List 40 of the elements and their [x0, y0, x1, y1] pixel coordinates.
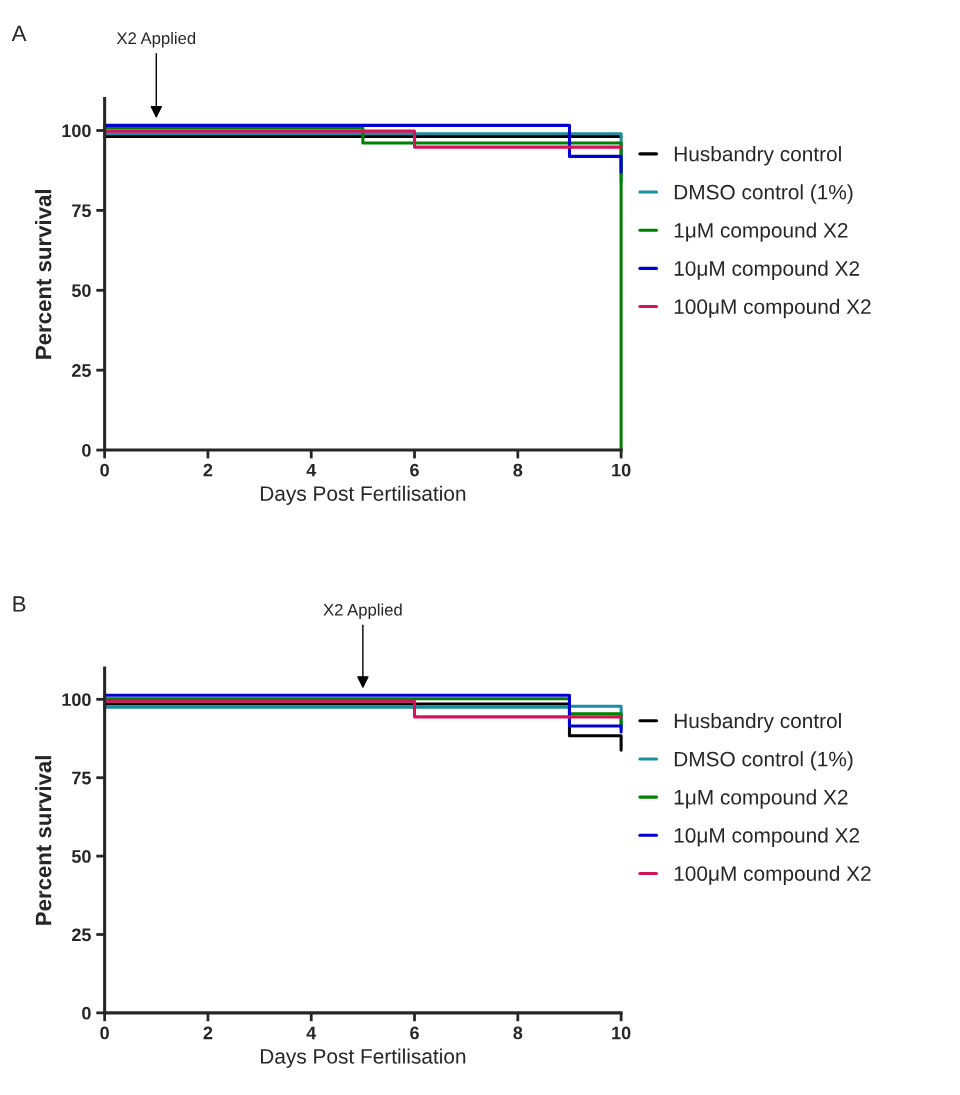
x-tick-label: 0 — [100, 463, 109, 477]
x-tick-label: 10 — [612, 463, 631, 477]
legend-label: 1μM compound X2 — [674, 789, 848, 809]
y-axis-title: Percent survival — [35, 190, 52, 359]
chart-title: A — [11, 25, 27, 42]
annotation: X2 Applied — [116, 31, 196, 48]
y-tick-label: 100 — [62, 693, 91, 707]
y-tick-label: 0 — [82, 1006, 91, 1020]
x-axis-title: Days Post Fertilisation — [260, 485, 466, 506]
y-tick-label: 100 — [62, 124, 91, 138]
y-tick-label: 25 — [71, 928, 91, 942]
y-tick-label: 50 — [71, 850, 91, 863]
chart-title: B — [13, 596, 26, 612]
legend-label: DMSO control (1%) — [674, 184, 853, 204]
legend-label: 10μM compound X2 — [674, 260, 860, 280]
x-tick-label: 2 — [203, 1026, 213, 1040]
x-tick-label: 6 — [410, 1026, 419, 1040]
x-tick-label: 0 — [100, 1026, 109, 1040]
x-tick-label: 6 — [410, 463, 419, 477]
legend-label: 100μM compound X2 — [674, 298, 871, 319]
y-tick-label: 75 — [72, 204, 91, 218]
legend-label: Husbandry control — [674, 712, 841, 733]
x-tick-label: 10 — [612, 1026, 631, 1040]
legend-label: Husbandry control — [674, 146, 841, 166]
x-axis-title: Days Post Fertilisation — [260, 1048, 466, 1068]
x-tick-label: 2 — [203, 463, 213, 477]
y-tick-label: 50 — [71, 284, 91, 297]
x-tick-label: 4 — [306, 1026, 317, 1040]
y-axis-title: Percent survival — [35, 756, 52, 925]
legend-label: 10μM compound X2 — [674, 827, 860, 847]
annotation: X2 Applied — [323, 603, 402, 620]
y-tick-label: 75 — [72, 771, 91, 785]
y-tick-label: 25 — [71, 364, 91, 377]
y-tick-label: 0 — [82, 443, 91, 457]
legend-label: 1μM compound X2 — [674, 222, 848, 242]
x-tick-label: 8 — [513, 1026, 523, 1040]
x-tick-label: 4 — [306, 463, 317, 477]
legend-label: 100μM compound X2 — [674, 865, 871, 886]
legend-label: DMSO control (1%) — [674, 751, 853, 771]
x-tick-label: 8 — [513, 463, 523, 477]
